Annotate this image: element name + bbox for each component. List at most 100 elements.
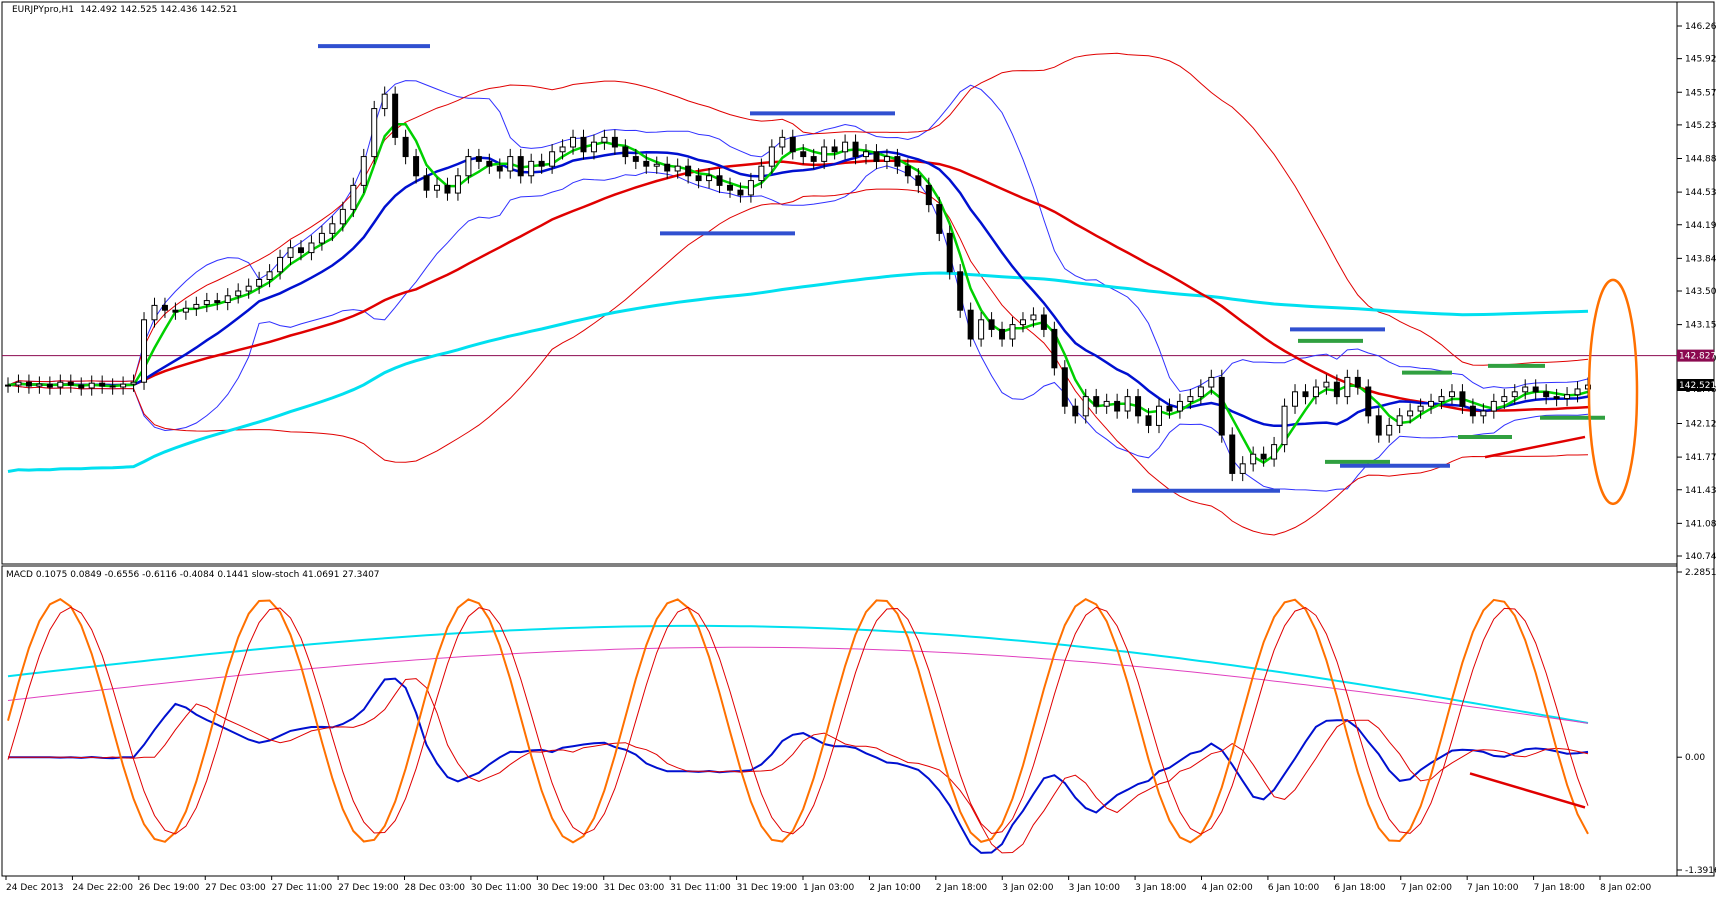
- x-tick-label: 28 Dec 03:00: [405, 883, 466, 893]
- candle-body: [1051, 328, 1058, 369]
- x-tick-label: 6 Jan 10:00: [1268, 883, 1320, 893]
- candle-body: [883, 156, 890, 162]
- x-tick-label: 4 Jan 02:00: [1202, 883, 1254, 893]
- candle-body: [528, 160, 535, 177]
- candle-body: [1428, 400, 1435, 407]
- bollinger-upper-short: [7, 80, 1589, 393]
- candle-body: [1501, 396, 1508, 402]
- candle-body: [496, 165, 503, 172]
- candle-body: [1564, 394, 1571, 400]
- candle-body: [1114, 400, 1121, 412]
- bollinger-upper-long: [7, 52, 1589, 386]
- candle-body: [1176, 400, 1183, 412]
- macd-magenta: [7, 646, 1589, 724]
- price-tick-label: 146.260: [1685, 22, 1716, 32]
- candle-body: [434, 184, 441, 191]
- candle-body: [1532, 386, 1539, 393]
- candle-body: [1459, 391, 1466, 407]
- candle-body: [999, 328, 1006, 340]
- price-tick-label: 143.150: [1685, 321, 1716, 331]
- candle-body: [685, 165, 692, 177]
- candle-body: [392, 93, 399, 138]
- candle-body: [1312, 386, 1319, 398]
- candle-body: [46, 383, 53, 388]
- candle-body: [789, 136, 796, 153]
- candle-body: [1344, 376, 1351, 398]
- candle-body: [454, 175, 461, 194]
- candle-body: [538, 160, 545, 167]
- candle-body: [371, 108, 378, 158]
- ma-red: [7, 159, 1589, 413]
- candle-body: [161, 304, 168, 311]
- candle-body: [768, 146, 775, 167]
- price-tick-label: 141.080: [1685, 519, 1716, 529]
- candle-body: [1396, 415, 1403, 426]
- price-tick-label: 145.230: [1685, 121, 1716, 131]
- x-tick-label: 31 Dec 19:00: [737, 883, 798, 893]
- candle-body: [1103, 400, 1110, 407]
- candle-body: [1124, 396, 1131, 412]
- candle-body: [1239, 463, 1246, 474]
- candle-body: [601, 136, 608, 143]
- y-axis-ticks: 146.260 145.920 145.570 145.230 144.880 144.5…: [2, 22, 1716, 876]
- ohlc-header: 142.492 142.525 142.436 142.521: [80, 5, 237, 15]
- x-tick-label: 30 Dec 19:00: [537, 883, 598, 893]
- candle-body: [1030, 314, 1037, 321]
- candle-body: [1019, 319, 1026, 326]
- candle-body: [88, 382, 95, 389]
- candle-body: [936, 204, 943, 234]
- macd-cyan: [7, 624, 1589, 724]
- candle-body: [1208, 376, 1215, 388]
- candle-body: [894, 156, 901, 167]
- x-tick-label: 27 Dec 11:00: [272, 883, 333, 893]
- x-tick-label: 2 Jan 10:00: [869, 883, 921, 893]
- candle-body: [559, 146, 566, 153]
- candle-body: [1155, 405, 1162, 426]
- candle-body: [1407, 410, 1414, 417]
- candle-body: [1271, 444, 1278, 460]
- x-tick-label: 31 Dec 11:00: [670, 883, 731, 893]
- candle-body: [1490, 400, 1497, 412]
- candle-body: [1543, 391, 1550, 398]
- candle-body: [130, 381, 137, 385]
- candle-body: [622, 146, 629, 158]
- price-tick-label: 143.500: [1685, 287, 1716, 297]
- candle-body: [1135, 396, 1142, 417]
- candle-body: [203, 300, 210, 305]
- macd-tick-label: 0.00: [1685, 753, 1705, 763]
- candle-body: [517, 156, 524, 177]
- candle-body: [1281, 405, 1288, 446]
- x-tick-label: 8 Jan 02:00: [1600, 883, 1652, 893]
- candle-body: [1333, 381, 1340, 398]
- candle-body: [800, 151, 807, 158]
- candle-body: [1417, 405, 1424, 412]
- candle-body: [1145, 415, 1152, 426]
- price-tick-label: 140.740: [1685, 552, 1716, 562]
- macd-tick-label: -1.3916: [1685, 866, 1716, 876]
- x-tick-label: 2 Jan 18:00: [936, 883, 988, 893]
- candle-body: [1040, 314, 1047, 330]
- candle-body: [235, 290, 242, 297]
- candle-body: [15, 381, 22, 386]
- candle-body: [256, 278, 263, 287]
- ma-green: [7, 122, 1589, 465]
- candle-body: [486, 160, 493, 167]
- candle-body: [172, 309, 179, 313]
- candle-body: [664, 163, 671, 172]
- candle-body: [915, 175, 922, 186]
- ma-cyan: [7, 271, 1589, 473]
- candle-body: [120, 383, 127, 388]
- overlays: [7, 52, 1589, 536]
- candle-body: [590, 141, 597, 153]
- candle-body: [1480, 410, 1487, 417]
- candle-body: [1354, 376, 1361, 388]
- ma-blue: [7, 150, 1589, 428]
- candle-body: [611, 136, 618, 148]
- candle-body: [695, 175, 702, 182]
- candle-body: [925, 184, 932, 206]
- candle-body: [1448, 391, 1455, 398]
- candle-body: [810, 156, 817, 162]
- x-axis-labels: 24 Dec 2013 24 Dec 22:00 26 Dec 19:00 27 De…: [5, 876, 1652, 893]
- candle-body: [1302, 391, 1309, 398]
